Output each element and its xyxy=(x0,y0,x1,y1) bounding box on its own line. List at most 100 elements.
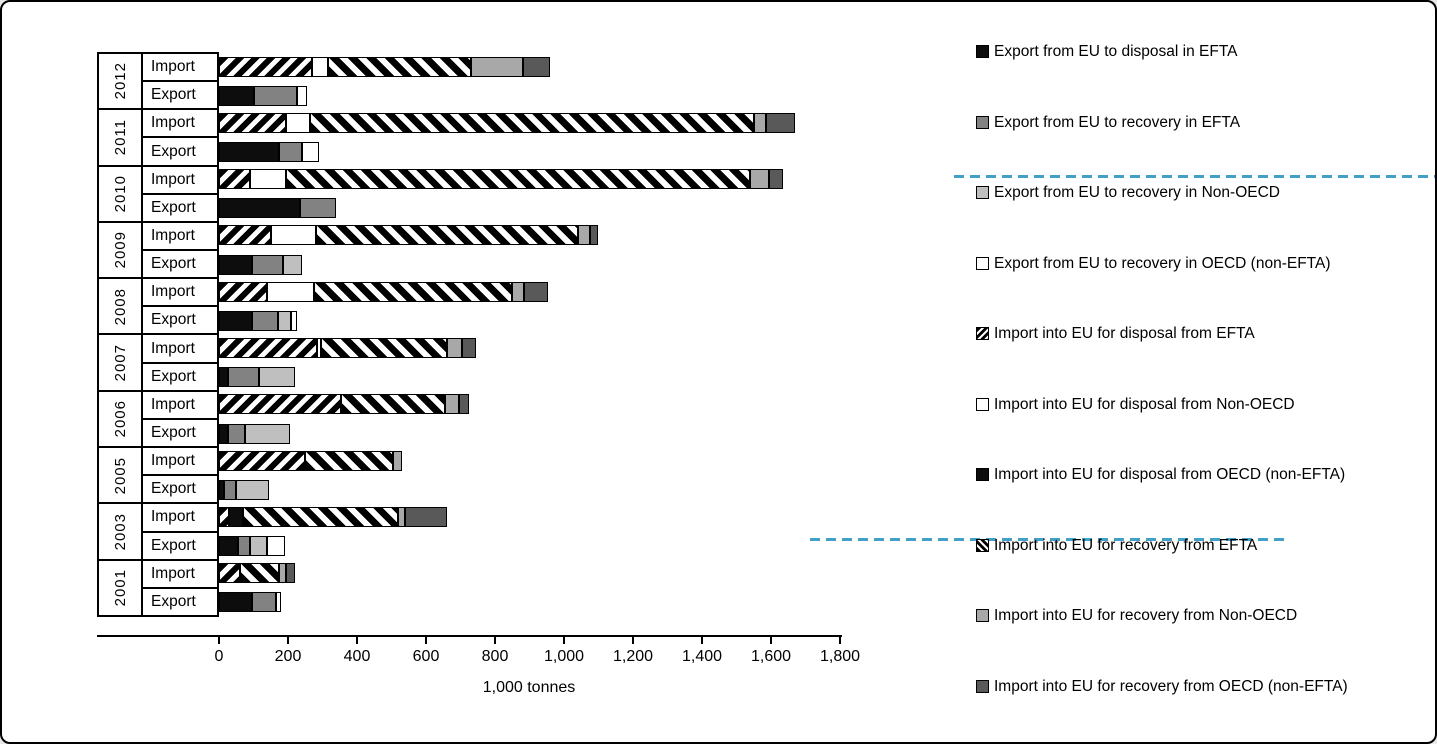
row-label-table-2003: 2003 Import Export xyxy=(97,502,219,561)
bar-segment xyxy=(219,338,318,359)
legend-item-label: Import into EU for disposal from EFTA xyxy=(994,325,1255,342)
bar-segment xyxy=(577,225,590,246)
x-axis-tick xyxy=(425,637,427,644)
bar-segment xyxy=(589,225,599,246)
x-axis-tick xyxy=(839,637,841,644)
x-axis-tick xyxy=(287,637,289,644)
row-label-import: Import xyxy=(143,54,217,83)
bar-2006-import xyxy=(219,394,470,415)
x-axis-tick-label: 1,200 xyxy=(612,648,654,665)
bar-2008-import xyxy=(219,281,549,302)
bar-segment xyxy=(277,310,292,331)
legend-swatch-icon xyxy=(976,679,989,693)
year-label-2007: 2007 xyxy=(99,335,143,390)
legend-item-3: Export from EU to recovery in Non-OECD xyxy=(976,183,1431,254)
year-label-2005: 2005 xyxy=(99,448,143,503)
legend-item-9: Import into EU for recovery from Non-OEC… xyxy=(976,606,1431,677)
x-axis-tick-label: 1,000 xyxy=(543,648,585,665)
bar-segment xyxy=(219,423,228,444)
legend-item-label: Export from EU to recovery in OECD (non-… xyxy=(994,254,1331,272)
bar-2007-export xyxy=(219,367,295,388)
bar-2007-import xyxy=(219,338,476,359)
bar-segment xyxy=(320,338,447,359)
bar-segment xyxy=(270,225,316,246)
row-label-export: Export xyxy=(151,424,196,442)
bar-segment xyxy=(219,56,313,77)
bar-2001-export xyxy=(219,592,282,613)
x-axis-tick xyxy=(632,637,634,644)
bar-segment xyxy=(341,394,445,415)
year-group-2009: 2009 Import Export xyxy=(97,220,1357,280)
legend-item-6: Import into EU for disposal from Non-OEC… xyxy=(976,395,1431,466)
bar-segment xyxy=(251,592,276,613)
row-label-table-2010: 2010 Import Export xyxy=(97,164,219,223)
bar-segment xyxy=(444,394,459,415)
bar-segment xyxy=(219,536,238,557)
bar-segment xyxy=(446,338,463,359)
year-label-text: 2011 xyxy=(111,119,129,156)
legend-swatch-icon xyxy=(976,186,989,199)
row-label-import: Import xyxy=(143,223,217,252)
row-label-export: Export xyxy=(151,592,196,610)
bar-2010-export xyxy=(219,198,337,219)
bar-segment xyxy=(219,225,271,246)
year-label-text: 2007 xyxy=(111,343,129,382)
year-group-2012: 2012 Import Export xyxy=(97,52,1357,111)
year-label-2003: 2003 xyxy=(99,504,143,559)
row-label-import: Import xyxy=(143,504,217,533)
x-axis-tick xyxy=(356,637,358,644)
bar-2003-export xyxy=(219,536,285,557)
bar-segment xyxy=(251,254,283,275)
row-labels-column: Import Export xyxy=(143,504,217,558)
row-label-table-2011: 2011 Import Export xyxy=(97,108,219,167)
bar-2005-import xyxy=(219,450,402,471)
row-label-export: Export xyxy=(151,255,196,273)
legend-swatch-icon xyxy=(976,45,989,58)
bar-2006-export xyxy=(219,423,290,444)
x-axis-tick xyxy=(563,637,565,644)
bar-segment xyxy=(219,506,230,527)
legend-item-label: Export from EU to disposal in EFTA xyxy=(994,43,1238,60)
bar-segment xyxy=(229,506,244,527)
bar-segment xyxy=(224,479,237,500)
row-label-import: Import xyxy=(143,561,217,589)
x-axis-title: 1,000 tonnes xyxy=(482,679,576,696)
row-labels-column: Import Export xyxy=(143,110,217,164)
bar-segment xyxy=(327,56,471,77)
bar-2012-export xyxy=(219,85,307,106)
bar-2001-import xyxy=(219,563,295,584)
year-label-text: 2012 xyxy=(111,62,129,100)
x-axis-tick-label: 1,800 xyxy=(819,648,861,665)
row-label-table-2009: 2009 Import Export xyxy=(97,220,219,280)
legend-item-label: Import into EU for recovery from OECD (n… xyxy=(994,677,1348,695)
row-labels-column: Import Export xyxy=(143,561,217,615)
row-label-export: Export xyxy=(151,142,196,160)
year-group-2008: 2008 Import Export xyxy=(97,277,1357,336)
legend-divider-dashed-line-top xyxy=(954,175,1435,178)
year-label-text: 2006 xyxy=(111,400,129,438)
row-label-import: Import xyxy=(143,167,217,195)
bar-segment xyxy=(244,423,290,444)
row-label-table-2012: 2012 Import Export xyxy=(97,52,219,111)
legend-item-label: Export from EU to recovery in Non-OECD xyxy=(994,184,1280,201)
legend-swatch-icon xyxy=(976,327,989,340)
bar-segment xyxy=(522,56,551,77)
row-label-table-2007: 2007 Import Export xyxy=(97,333,219,392)
bar-segment xyxy=(219,85,254,106)
year-label-2006: 2006 xyxy=(99,391,143,447)
bar-segment xyxy=(250,536,268,557)
bar-segment xyxy=(219,367,228,388)
x-axis-tick-label: 200 xyxy=(274,648,302,665)
bar-segment xyxy=(458,394,470,415)
x-axis-tick xyxy=(218,637,220,644)
bar-segment xyxy=(282,254,302,275)
row-label-export: Export xyxy=(151,367,196,385)
bar-segment xyxy=(267,536,285,557)
bar-segment xyxy=(291,310,297,331)
row-labels-column: Import Export xyxy=(143,279,217,333)
x-axis-tick-label: 0 xyxy=(214,648,224,665)
year-label-2010: 2010 xyxy=(99,166,143,221)
row-label-table-2006: 2006 Import Export xyxy=(97,389,219,449)
bar-segment xyxy=(219,169,251,190)
bar-segment xyxy=(753,112,766,133)
